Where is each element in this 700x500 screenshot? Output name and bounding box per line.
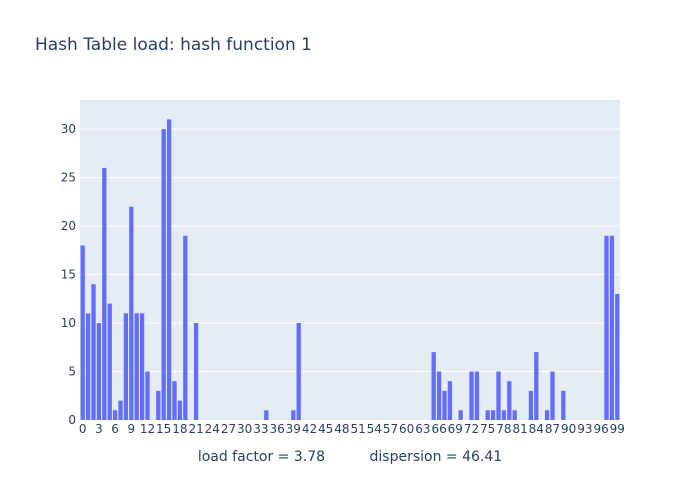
bar [91, 284, 96, 420]
y-tick-label: 25 [61, 171, 76, 185]
bar [296, 323, 301, 420]
x-tick-label: 18 [172, 422, 187, 436]
bar [166, 119, 172, 421]
bar [118, 400, 123, 420]
bar [496, 371, 501, 420]
x-tick-label: 15 [156, 422, 171, 436]
x-tick-label: 27 [221, 422, 236, 436]
bar [512, 410, 517, 420]
y-tick-label: 15 [61, 268, 76, 282]
x-tick-label: 48 [334, 422, 349, 436]
bar [177, 400, 183, 420]
x-tick-label: 78 [496, 422, 511, 436]
x-axis-title: load factor = 3.78 dispersion = 46.41 [198, 449, 502, 465]
y-axis-ticks: 0 5 10 15 20 25 30 [61, 122, 76, 427]
bar [129, 206, 134, 420]
bar [550, 371, 555, 420]
bar [544, 410, 550, 420]
bar [123, 313, 129, 420]
x-tick-label: 54 [367, 422, 382, 436]
bar [458, 410, 463, 420]
y-tick-label: 20 [61, 219, 76, 233]
x-tick-label: 3 [95, 422, 103, 436]
bar [604, 235, 609, 420]
x-tick-label: 75 [480, 422, 495, 436]
x-tick-label: 36 [269, 422, 284, 436]
y-tick-label: 30 [61, 122, 76, 136]
x-tick-label: 69 [448, 422, 463, 436]
x-tick-label: 93 [577, 422, 592, 436]
bar [139, 313, 145, 420]
bar [490, 410, 496, 420]
x-tick-label: 33 [253, 422, 268, 436]
bar [161, 129, 166, 420]
x-tick-label: 81 [512, 422, 527, 436]
y-tick-label: 0 [68, 413, 76, 427]
bar [193, 323, 199, 420]
bar [102, 167, 107, 420]
x-tick-label: 21 [188, 422, 203, 436]
x-tick-label: 60 [399, 422, 414, 436]
bar [112, 410, 118, 420]
x-tick-label: 96 [593, 422, 608, 436]
x-tick-label: 90 [561, 422, 576, 436]
x-tick-label: 66 [431, 422, 446, 436]
bar [134, 313, 139, 420]
bar [145, 371, 150, 420]
x-tick-label: 9 [127, 422, 135, 436]
bar [107, 303, 112, 420]
x-tick-label: 24 [205, 422, 220, 436]
bar [156, 390, 161, 420]
bar [183, 235, 188, 420]
bar [474, 371, 480, 420]
bar [561, 390, 566, 420]
bar [291, 410, 296, 420]
bar [528, 390, 534, 420]
bar [431, 352, 436, 420]
bar [507, 381, 512, 420]
y-tick-label: 5 [68, 365, 76, 379]
bar [85, 313, 91, 420]
x-tick-label: 6 [111, 422, 119, 436]
bar [609, 235, 615, 420]
x-tick-label: 72 [464, 422, 479, 436]
x-tick-label: 63 [415, 422, 430, 436]
x-tick-label: 51 [350, 422, 365, 436]
x-tick-label: 45 [318, 422, 333, 436]
y-tick-label: 10 [61, 316, 76, 330]
bar [264, 410, 269, 420]
bar [469, 371, 474, 420]
bar [447, 381, 453, 420]
chart-title: Hash Table load: hash function 1 [35, 35, 312, 55]
bar [172, 381, 177, 420]
x-tick-label: 99 [610, 422, 625, 436]
bar [442, 390, 447, 420]
bar [96, 323, 102, 420]
bar [615, 293, 620, 420]
x-tick-label: 42 [302, 422, 317, 436]
bar [485, 410, 490, 420]
x-tick-label: 87 [545, 422, 560, 436]
x-axis-ticks: 0 3 6 9 12 15 18 21 24 27 30 33 36 39 42 45 48 51 54 57 60 63… [79, 422, 625, 436]
x-tick-label: 57 [383, 422, 398, 436]
bar [436, 371, 442, 420]
bar [501, 410, 507, 420]
x-tick-label: 0 [79, 422, 87, 436]
x-tick-label: 30 [237, 422, 252, 436]
bars [80, 119, 620, 421]
x-tick-label: 84 [529, 422, 544, 436]
bar [534, 352, 539, 420]
x-tick-label: 39 [286, 422, 301, 436]
bar [80, 245, 85, 420]
x-tick-label: 12 [140, 422, 155, 436]
